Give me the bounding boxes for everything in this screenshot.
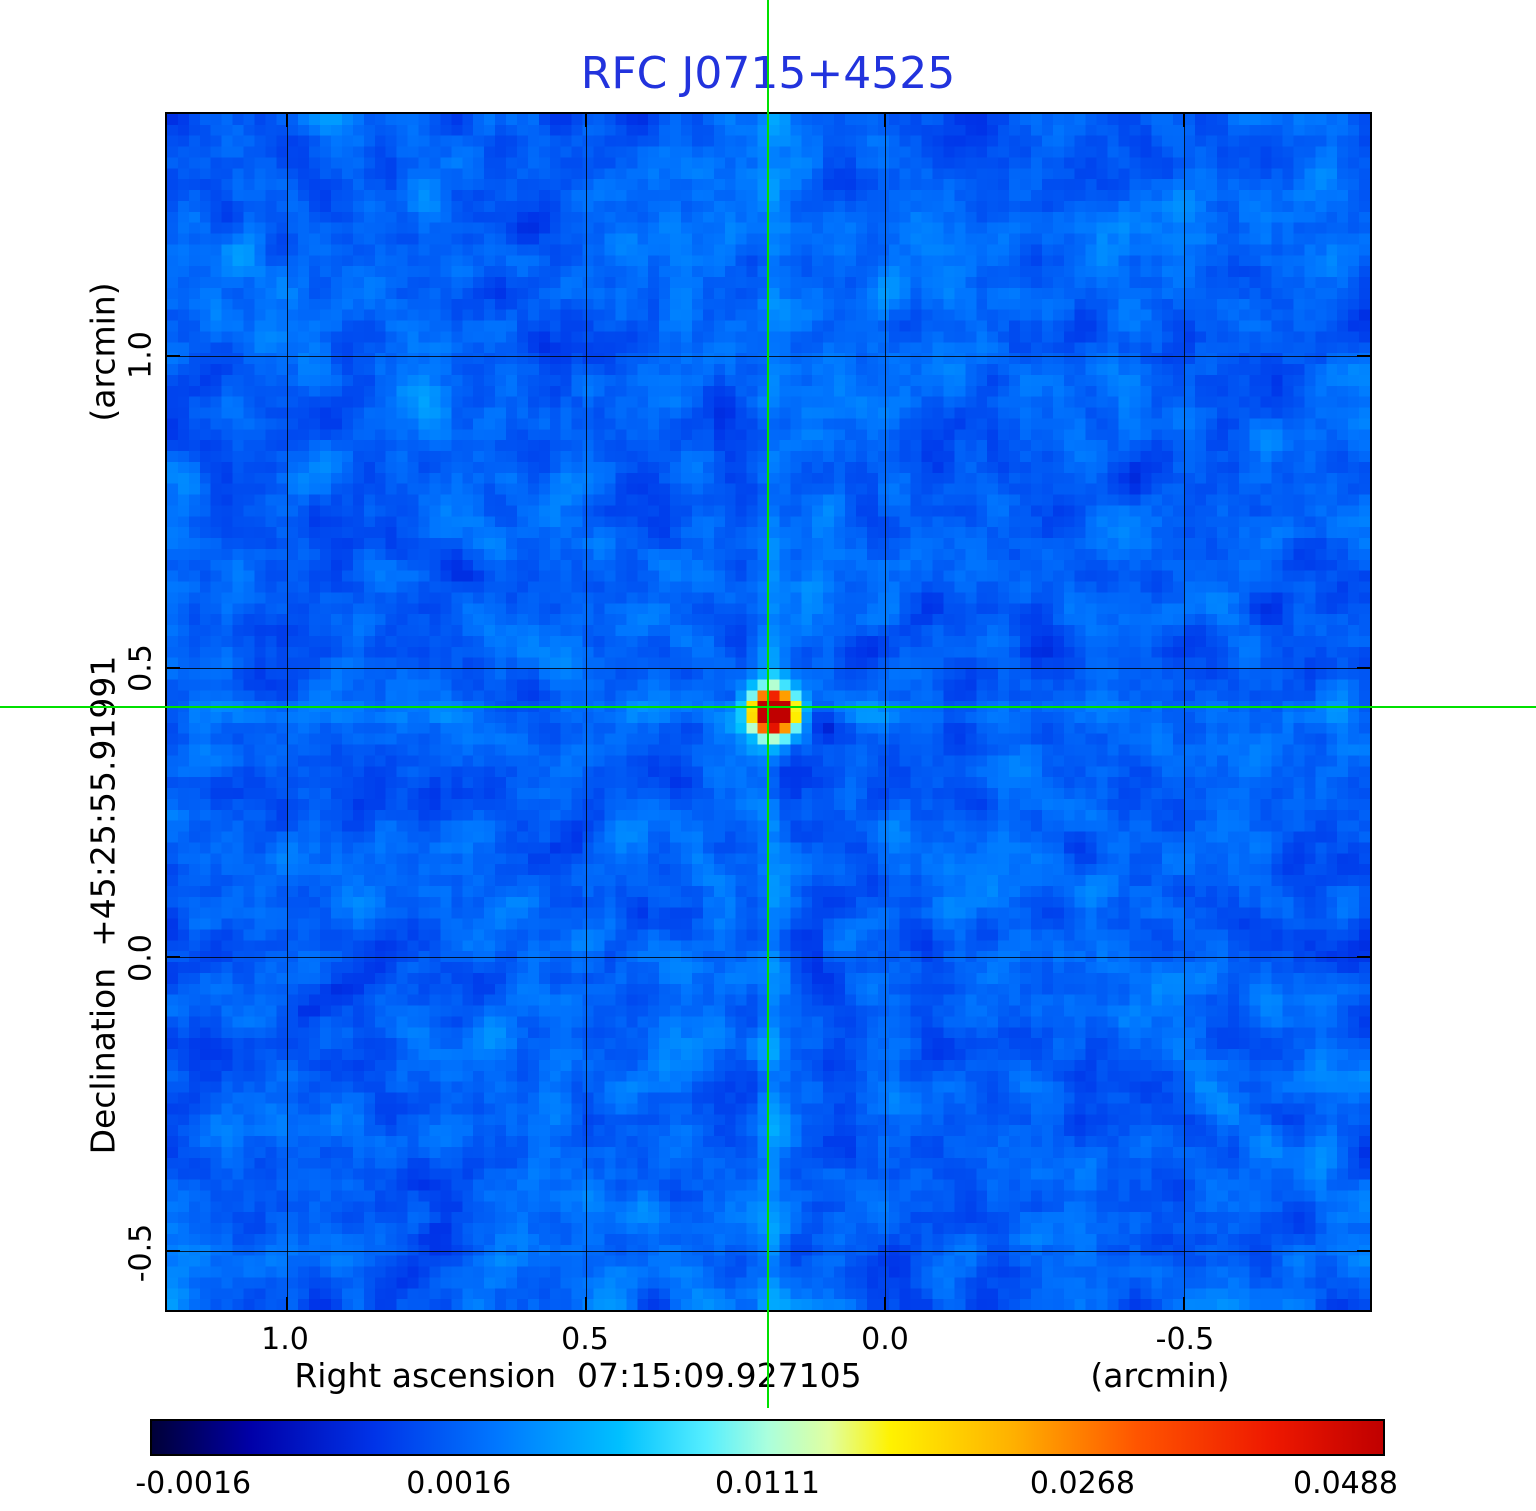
tick-mark	[167, 355, 180, 358]
colorbar-tick-label: 0.0016	[406, 1466, 512, 1501]
colorbar-tick-label: -0.0016	[135, 1466, 252, 1501]
tick-mark	[1182, 1297, 1185, 1310]
tick-mark	[584, 114, 587, 127]
y-axis-label: Declination +45:25:55.91991	[83, 655, 123, 1155]
x-tick-label: 0.5	[561, 1322, 609, 1357]
x-tick-label: -0.5	[1155, 1322, 1215, 1357]
colorbar	[150, 1419, 1385, 1456]
tick-mark	[167, 666, 180, 669]
y-tick-label: 0.0	[123, 934, 159, 982]
tick-mark	[1357, 355, 1370, 358]
tick-mark	[285, 1297, 288, 1310]
y-tick-label: 1.0	[123, 331, 159, 379]
gridline-vertical	[1183, 114, 1185, 1310]
crosshair-vertical-line	[766, 0, 769, 1408]
tick-mark	[584, 1297, 587, 1310]
tick-mark	[883, 1297, 886, 1310]
gridline-vertical	[884, 114, 886, 1310]
tick-mark	[1357, 666, 1370, 669]
crosshair-horizontal-line	[0, 705, 1536, 708]
colorbar-tick-label: 0.0488	[1292, 1466, 1398, 1501]
gridline-vertical	[585, 114, 587, 1310]
y-axis-unit-label: (arcmin)	[83, 282, 123, 422]
tick-mark	[1357, 1249, 1370, 1252]
y-tick-label: -0.5	[123, 1223, 159, 1282]
y-tick-label: 0.5	[123, 643, 159, 692]
tick-mark	[1357, 956, 1370, 959]
x-tick-label: 1.0	[261, 1322, 309, 1357]
tick-mark	[883, 114, 886, 127]
x-axis-label: Right ascension 07:15:09.927105	[294, 1356, 862, 1395]
tick-mark	[285, 114, 288, 127]
colorbar-tick-label: 0.0111	[715, 1466, 820, 1501]
x-axis-unit-label: (arcmin)	[1090, 1356, 1230, 1395]
tick-mark	[167, 956, 180, 959]
colorbar-tick-label: 0.0268	[1029, 1466, 1135, 1501]
gridline-vertical	[286, 114, 288, 1310]
x-tick-label: 0.0	[861, 1322, 909, 1357]
tick-mark	[167, 1249, 180, 1252]
tick-mark	[1182, 114, 1185, 127]
